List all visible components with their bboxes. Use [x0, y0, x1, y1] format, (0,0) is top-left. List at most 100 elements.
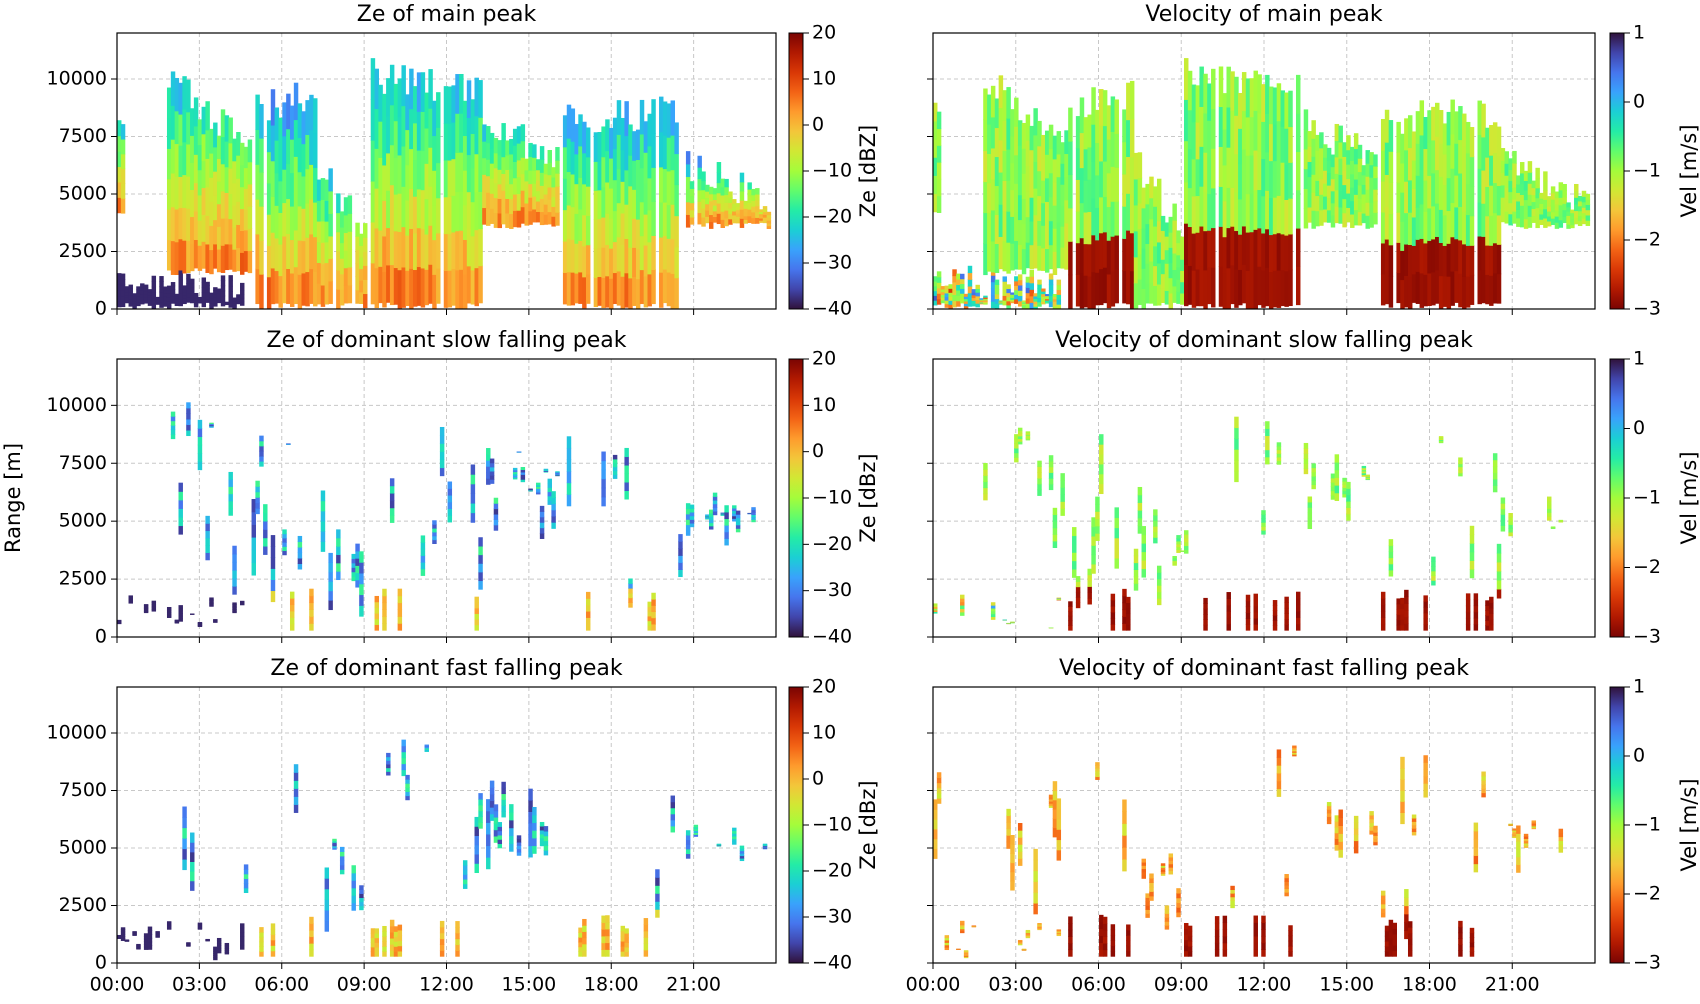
radar-pixel	[339, 855, 345, 861]
radar-pixel	[1044, 224, 1050, 250]
radar-pixel	[1558, 189, 1564, 198]
radar-pixel	[1288, 198, 1293, 235]
radar-pixel	[1060, 247, 1065, 269]
radar-pixel	[1435, 169, 1440, 204]
radar-pixel	[1075, 576, 1081, 582]
radar-pixel	[1052, 527, 1058, 535]
radar-pixel	[670, 807, 676, 815]
radar-pixel	[178, 286, 183, 294]
radar-pixel	[1234, 470, 1239, 483]
radar-pixel	[409, 228, 414, 269]
radar-pixel	[420, 189, 426, 230]
radar-pixel	[1037, 195, 1042, 221]
radar-pixel	[620, 935, 626, 942]
radar-pixel	[566, 171, 572, 206]
radar-pixel	[386, 115, 391, 154]
radar-pixel	[1149, 260, 1154, 283]
radar-pixel	[332, 842, 337, 845]
radar-pixel	[474, 267, 479, 307]
radar-pixel	[343, 232, 349, 251]
radar-pixel	[120, 284, 126, 291]
radar-pixel	[1048, 466, 1054, 473]
radar-pixel	[124, 299, 130, 304]
radar-pixel	[178, 613, 183, 617]
radar-pixel	[289, 617, 295, 625]
radar-pixel	[236, 300, 241, 303]
radar-pixel	[266, 245, 272, 278]
radar-pixel	[1396, 121, 1401, 153]
radar-pixel	[1338, 809, 1343, 819]
radar-pixel	[240, 602, 245, 604]
radar-pixel	[562, 146, 568, 179]
radar-pixel	[643, 183, 649, 215]
radar-pixel	[174, 297, 180, 301]
radar-pixel	[1292, 745, 1297, 748]
radar-pixel	[1010, 871, 1015, 882]
radar-pixel	[1041, 293, 1046, 297]
radar-pixel	[1384, 142, 1390, 175]
radar-pixel	[948, 284, 953, 289]
radar-pixel	[551, 503, 556, 511]
radar-pixel	[732, 203, 737, 208]
radar-pixel	[1075, 147, 1081, 180]
radar-pixel	[282, 135, 287, 170]
radar-pixel	[1037, 145, 1042, 172]
radar-pixel	[240, 601, 245, 603]
x-tick-label: 06:00	[254, 974, 309, 996]
radar-pixel	[1284, 613, 1289, 620]
radar-pixel	[1477, 269, 1482, 305]
radar-pixel	[1129, 118, 1135, 158]
radar-pixel	[1226, 147, 1231, 188]
radar-pixel	[1199, 265, 1204, 307]
radar-pixel	[186, 407, 191, 414]
radar-pixel	[190, 294, 195, 300]
radar-pixel	[447, 196, 453, 234]
radar-pixel	[979, 298, 984, 300]
radar-pixel	[201, 241, 207, 269]
radar-pixel	[512, 210, 518, 228]
radar-pixel	[182, 297, 187, 302]
radar-pixel	[224, 950, 230, 953]
radar-pixel	[413, 159, 418, 197]
radar-pixel	[994, 293, 1000, 300]
radar-pixel	[620, 244, 626, 277]
radar-pixel	[1238, 92, 1243, 129]
radar-pixel	[232, 604, 237, 607]
radar-pixel	[1288, 126, 1293, 163]
radar-pixel	[1234, 459, 1239, 472]
radar-pixel	[747, 512, 752, 514]
radar-pixel	[416, 266, 422, 306]
radar-pixel	[956, 279, 961, 286]
radar-pixel	[166, 615, 172, 618]
radar-pixel	[282, 169, 287, 204]
radar-pixel	[1558, 844, 1564, 849]
radar-pixel	[474, 613, 479, 620]
radar-pixel	[1427, 240, 1432, 274]
radar-pixel	[701, 216, 706, 227]
radar-pixel	[117, 289, 122, 297]
radar-pixel	[979, 301, 984, 303]
radar-pixel	[1172, 203, 1177, 221]
radar-pixel	[1153, 265, 1158, 286]
radar-pixel	[128, 601, 133, 604]
radar-pixel	[685, 508, 691, 515]
radar-pixel	[582, 183, 587, 216]
radar-pixel	[270, 89, 276, 126]
radar-pixel	[1203, 269, 1208, 309]
radar-pixel	[712, 510, 718, 516]
radar-pixel	[216, 158, 222, 182]
radar-pixel	[1029, 276, 1035, 284]
radar-pixel	[174, 77, 180, 112]
radar-pixel	[1168, 216, 1174, 233]
colorbar-tick-label: 1	[1633, 22, 1645, 44]
radar-pixel	[1295, 591, 1301, 599]
radar-pixel	[439, 938, 445, 945]
radar-pixel	[555, 173, 560, 187]
radar-pixel	[293, 796, 299, 805]
radar-pixel	[933, 300, 938, 306]
radar-pixel	[1369, 189, 1374, 203]
radar-pixel	[1010, 243, 1015, 271]
panel-title: Velocity of dominant slow falling peak	[1055, 328, 1473, 353]
radar-pixel	[1481, 788, 1486, 794]
radar-pixel	[632, 131, 637, 161]
